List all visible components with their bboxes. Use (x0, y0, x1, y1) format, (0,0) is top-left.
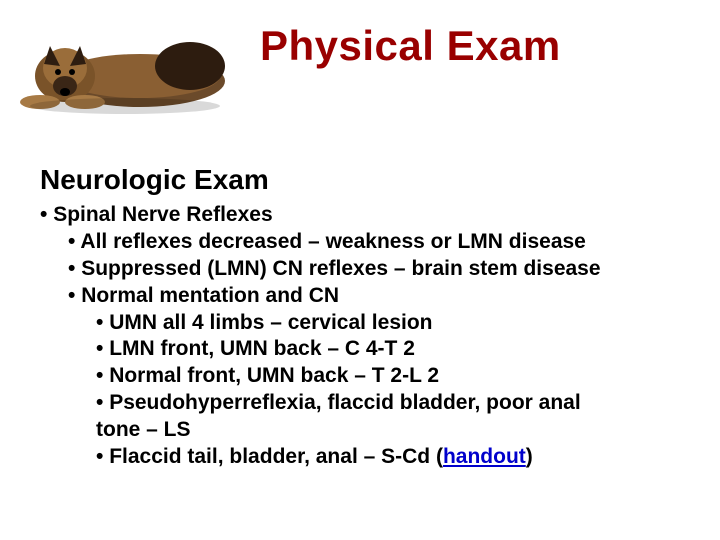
section-heading: Neurologic Exam (40, 164, 269, 196)
bullet-text: Spinal Nerve Reflexes (53, 203, 272, 226)
bullet-l2: • Suppressed (LMN) CN reflexes – brain s… (68, 256, 680, 283)
handout-link[interactable]: handout (443, 445, 526, 468)
bullet-text: Normal mentation and CN (81, 284, 339, 307)
bullet-l2: • All reflexes decreased – weakness or L… (68, 229, 680, 256)
bullet-text: ) (526, 445, 533, 468)
bullet-text: Flaccid tail, bladder, anal – S-Cd ( (109, 445, 443, 468)
bullet-l3-cont: tone – LS (96, 417, 680, 444)
bullet-l3: • Normal front, UMN back – T 2-L 2 (96, 363, 680, 390)
bullet-l1: • Spinal Nerve Reflexes (40, 202, 680, 229)
bullet-text: tone – LS (96, 418, 191, 441)
bullet-text: Pseudohyperreflexia, flaccid bladder, po… (109, 391, 581, 414)
bullet-l3: • Flaccid tail, bladder, anal – S-Cd (ha… (96, 444, 680, 471)
bullet-l3: • Pseudohyperreflexia, flaccid bladder, … (96, 390, 680, 417)
bullet-l3: • UMN all 4 limbs – cervical lesion (96, 310, 680, 337)
bullet-l2: • Normal mentation and CN (68, 283, 680, 310)
content-block: • Spinal Nerve Reflexes • All reflexes d… (40, 202, 680, 471)
page-title: Physical Exam (260, 22, 561, 70)
bullet-text: UMN all 4 limbs – cervical lesion (109, 311, 432, 334)
bullet-text: All reflexes decreased – weakness or LMN… (80, 230, 585, 253)
bullet-text: Normal front, UMN back – T 2-L 2 (109, 364, 439, 387)
slide: Physical Exam Neurologic Exam • Spinal N… (0, 0, 720, 540)
bullet-text: LMN front, UMN back – C 4-T 2 (109, 337, 415, 360)
bullet-l3: • LMN front, UMN back – C 4-T 2 (96, 336, 680, 363)
bullet-text: Suppressed (LMN) CN reflexes – brain ste… (81, 257, 600, 280)
dog-image (10, 6, 240, 116)
